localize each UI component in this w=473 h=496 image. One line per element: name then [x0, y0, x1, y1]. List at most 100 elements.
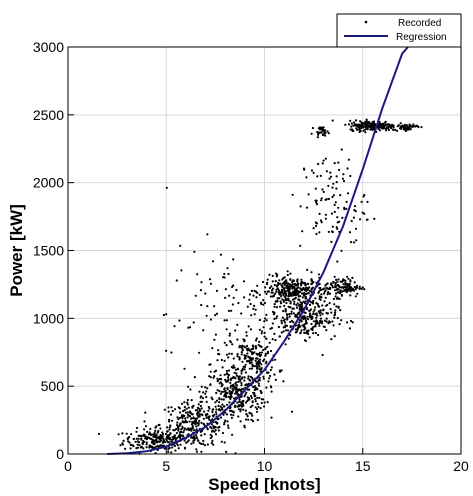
- data-point-192: [164, 432, 167, 436]
- data-point-1696: [345, 290, 348, 293]
- data-point-1688: [339, 280, 342, 283]
- data-point-678: [238, 400, 241, 403]
- data-point-1042: [279, 300, 282, 303]
- data-point-1257: [275, 272, 278, 275]
- data-point-2058: [312, 171, 315, 174]
- data-point-1678: [341, 279, 345, 282]
- data-point-440: [155, 434, 158, 437]
- data-point-70: [173, 444, 176, 448]
- data-point-38: [179, 443, 182, 446]
- data-point-936: [241, 360, 244, 363]
- y-tick-label-1: 500: [41, 378, 65, 394]
- data-point-762: [221, 366, 224, 369]
- data-point-175: [157, 435, 160, 438]
- data-point-1066: [249, 302, 252, 306]
- data-point-1964: [400, 126, 403, 129]
- data-point-415: [147, 433, 150, 436]
- data-point-2155: [232, 296, 235, 299]
- data-point-1381: [294, 291, 298, 294]
- data-point-1876: [344, 123, 347, 126]
- data-point-477: [212, 443, 215, 446]
- data-point-323: [192, 404, 195, 407]
- data-point-2182: [218, 426, 221, 429]
- data-point-289: [191, 406, 194, 409]
- data-point-1454: [327, 322, 330, 325]
- data-point-1622: [363, 288, 366, 291]
- data-point-701: [208, 416, 211, 419]
- data-point-1278: [317, 273, 321, 276]
- data-point-994: [257, 382, 260, 385]
- data-point-1984: [327, 132, 330, 135]
- data-point-1686: [325, 283, 328, 286]
- data-point-826: [226, 424, 230, 427]
- data-point-1506: [308, 315, 311, 318]
- data-point-933: [254, 345, 258, 348]
- data-point-1111: [291, 283, 294, 286]
- data-point-940: [231, 343, 234, 346]
- data-point-1529: [329, 308, 332, 311]
- data-point-1514: [314, 297, 317, 300]
- data-point-164: [154, 438, 158, 441]
- data-point-417: [209, 433, 212, 436]
- data-point-829: [224, 393, 227, 396]
- data-point-204: [167, 448, 170, 451]
- data-point-210: [173, 435, 176, 438]
- data-point-776: [228, 392, 231, 395]
- data-point-1519: [309, 313, 312, 316]
- data-point-252: [187, 439, 190, 442]
- data-point-594: [213, 375, 216, 378]
- data-point-603: [230, 392, 233, 395]
- data-point-601: [244, 418, 248, 421]
- data-point-1467: [321, 312, 324, 315]
- data-point-1351: [284, 310, 287, 313]
- data-point-78: [190, 442, 193, 445]
- data-point-1279: [310, 288, 313, 291]
- data-point-956: [259, 370, 262, 373]
- data-point-1160: [335, 292, 338, 295]
- data-point-1403: [280, 319, 283, 322]
- data-point-595: [201, 397, 205, 400]
- data-point-2169: [236, 355, 239, 358]
- data-point-1567: [312, 300, 315, 304]
- data-point-753: [236, 405, 239, 408]
- data-point-2115: [217, 349, 220, 352]
- data-point-586: [240, 384, 243, 387]
- data-point-224: [198, 413, 201, 416]
- data-point-1469: [299, 332, 302, 335]
- data-point-93: [143, 428, 146, 431]
- data-point-2089: [336, 227, 339, 230]
- data-point-2153: [230, 309, 233, 312]
- data-point-284: [211, 398, 214, 401]
- data-point-644: [231, 388, 234, 391]
- data-point-1692: [343, 285, 346, 288]
- data-point-652: [214, 411, 218, 414]
- data-point-1975: [326, 130, 329, 133]
- data-point-857: [250, 367, 254, 370]
- data-point-2165: [228, 294, 231, 297]
- data-point-2074: [339, 194, 342, 197]
- data-point-448: [237, 415, 240, 418]
- data-point-298: [186, 416, 189, 419]
- data-point-808: [238, 388, 241, 391]
- data-point-496: [217, 417, 220, 420]
- data-point-242: [183, 447, 187, 450]
- data-point-558: [243, 424, 246, 427]
- data-point-1969: [320, 131, 323, 134]
- data-point-1570: [299, 306, 302, 310]
- data-point-218: [121, 443, 124, 446]
- data-point-1419: [312, 332, 315, 335]
- data-point-948: [235, 381, 238, 384]
- data-point-1651: [349, 290, 352, 293]
- data-point-41: [127, 440, 130, 443]
- data-point-2073: [373, 217, 376, 220]
- data-point-1028: [266, 278, 269, 281]
- data-point-1161: [300, 292, 304, 295]
- data-point-928: [240, 351, 243, 354]
- data-point-522: [247, 418, 250, 421]
- data-point-1296: [305, 290, 308, 293]
- data-point-243: [143, 420, 146, 423]
- data-point-1143: [302, 300, 305, 303]
- data-point-102: [136, 443, 139, 446]
- data-point-1285: [288, 293, 291, 296]
- data-point-650: [220, 378, 223, 381]
